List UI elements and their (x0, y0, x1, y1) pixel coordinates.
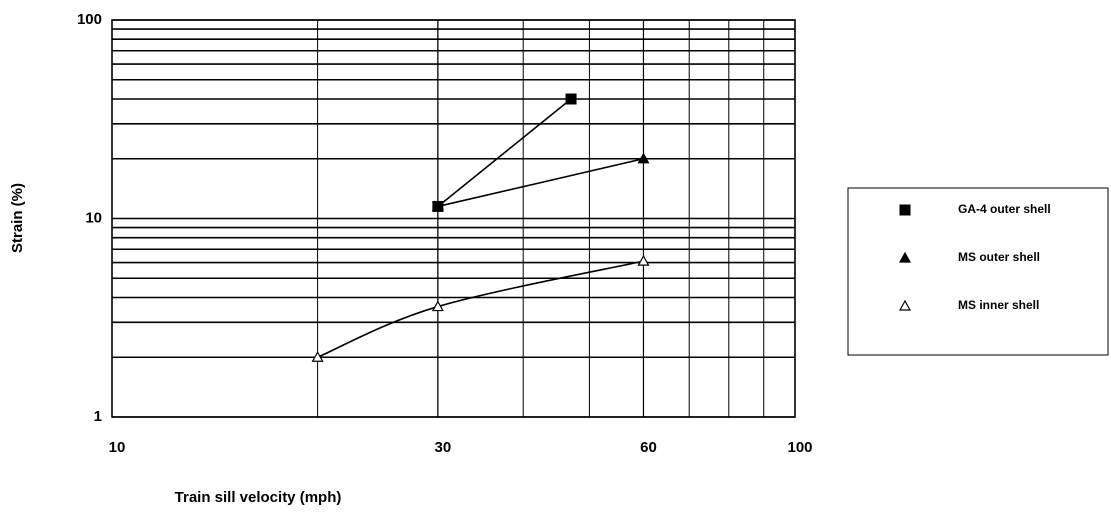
series-line (437, 98, 572, 208)
legend-label: MS inner shell (958, 298, 1039, 312)
plot-border (111, 19, 796, 418)
series-line (437, 157, 644, 208)
marker (565, 93, 577, 105)
legend-box (847, 187, 1109, 356)
marker (637, 152, 650, 164)
x-tick-label: 60 (640, 439, 657, 456)
legend-marker (898, 299, 912, 311)
y-axis-label: Strain (%) (9, 183, 26, 253)
y-tick-label: 1 (94, 408, 102, 425)
legend-label: MS outer shell (958, 250, 1040, 264)
y-tick-label: 100 (77, 11, 102, 28)
legend-marker (899, 204, 911, 216)
marker (431, 300, 444, 312)
marker (431, 200, 444, 212)
x-tick-label: 30 (435, 439, 452, 456)
legend-label: GA-4 outer shell (958, 202, 1051, 216)
y-tick-label: 10 (85, 209, 102, 226)
marker (637, 254, 650, 266)
x-axis-label: Train sill velocity (mph) (175, 489, 342, 506)
x-tick-label: 10 (109, 439, 126, 456)
x-tick-label: 100 (787, 439, 812, 456)
series-line (317, 260, 644, 358)
marker (311, 351, 324, 362)
legend-marker (898, 251, 912, 263)
